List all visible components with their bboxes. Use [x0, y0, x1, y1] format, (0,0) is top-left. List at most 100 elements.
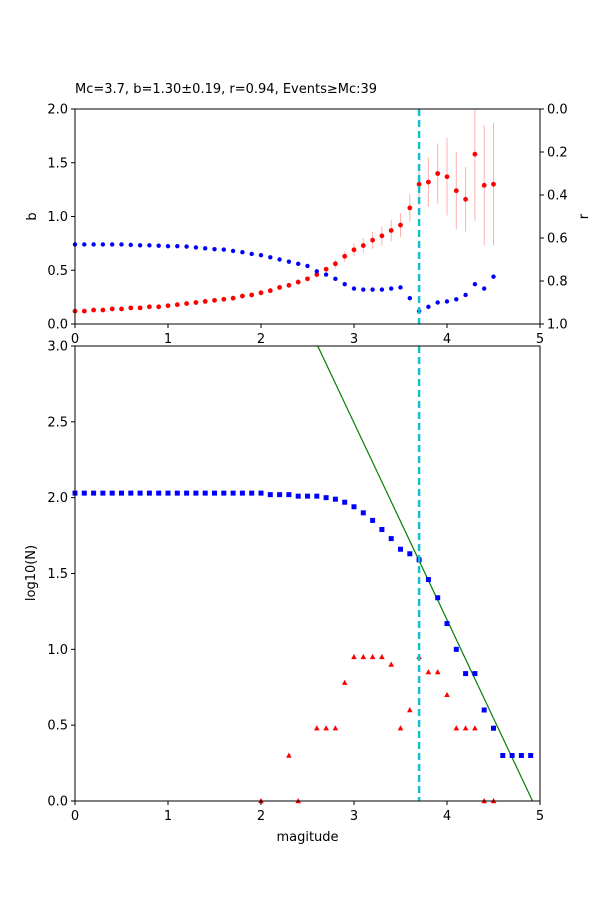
b-value-point	[305, 276, 310, 282]
top-plot-background	[75, 109, 540, 324]
top-x-tick-label: 3	[350, 332, 358, 347]
cumulative-count-point	[342, 499, 348, 505]
bottom-y-tick-label: 1.0	[47, 643, 68, 658]
bottom-x-axis-title: magitude	[276, 830, 338, 845]
r-value-point	[333, 276, 338, 282]
bottom-y-tick-label: 2.0	[47, 491, 68, 506]
b-value-point	[444, 174, 450, 180]
noncumulative-count-point	[434, 669, 441, 675]
r-value-point	[193, 245, 199, 250]
noncumulative-count-point	[286, 752, 292, 758]
cumulative-count-point	[398, 546, 403, 552]
r-value-point	[119, 242, 124, 247]
r-value-point	[435, 300, 440, 305]
b-value-point	[128, 305, 134, 311]
noncumulative-count-point	[360, 653, 367, 660]
b-value-point	[277, 285, 282, 290]
top-y2-tick-label: 1.0	[547, 318, 568, 333]
bottom-x-tick-label: 1	[164, 809, 172, 824]
top-x-tick-label: 2	[257, 332, 265, 347]
top-y-tick-label: 1.0	[47, 210, 68, 225]
top-x-tick-label: 1	[164, 332, 172, 347]
cumulative-count-point	[165, 490, 171, 496]
noncumulative-count-point	[462, 725, 469, 731]
b-value-point	[184, 301, 190, 306]
r-value-point	[351, 286, 357, 291]
cumulative-count-point	[230, 490, 236, 496]
cumulative-count-point	[360, 510, 366, 516]
cumulative-count-point	[491, 725, 496, 731]
top-y2-tick-label: 0.6	[547, 232, 568, 247]
top-y-tick-label: 2.0	[47, 103, 68, 118]
r-value-point	[137, 243, 143, 248]
r-value-point	[379, 287, 385, 292]
bottom-plot-background	[75, 346, 540, 801]
r-value-point	[482, 286, 487, 291]
r-value-point	[240, 249, 245, 255]
noncumulative-count-point	[351, 653, 357, 660]
r-value-point	[82, 242, 87, 247]
noncumulative-count-point	[388, 661, 394, 667]
b-value-point	[221, 296, 227, 302]
b-value-point	[342, 253, 348, 259]
cumulative-count-point	[500, 753, 506, 758]
b-value-point	[137, 305, 143, 311]
noncumulative-count-point	[472, 725, 478, 731]
cumulative-count-point	[91, 490, 97, 496]
cumulative-count-point	[81, 490, 87, 496]
bottom-x-tick-label: 2	[257, 809, 265, 824]
b-value-point	[360, 243, 366, 248]
b-value-point	[453, 188, 459, 194]
cumulative-count-point	[221, 490, 227, 496]
bottom-y-tick-label: 3.0	[47, 340, 68, 355]
cumulative-count-point	[472, 671, 478, 677]
bottom-y-axis-title: log10(N)	[24, 545, 39, 601]
r-value-point	[472, 282, 478, 287]
cumulative-count-point	[202, 490, 208, 496]
bottom-x-tick-label: 0	[71, 809, 79, 824]
b-value-point	[258, 290, 264, 296]
b-value-point	[388, 228, 394, 233]
cumulative-count-point	[193, 490, 199, 496]
b-value-point	[212, 297, 217, 303]
r-value-point	[156, 243, 161, 248]
cumulative-count-point	[379, 527, 385, 533]
r-value-point	[491, 274, 496, 279]
b-value-point	[435, 171, 441, 176]
b-value-point	[481, 182, 487, 188]
top-y2-tick-label: 0.0	[547, 103, 568, 118]
noncumulative-count-point	[314, 725, 320, 731]
b-value-point	[407, 205, 413, 211]
cumulative-count-point	[174, 490, 180, 496]
b-value-point	[333, 261, 338, 267]
cumulative-count-point	[267, 492, 273, 498]
r-value-point	[91, 242, 96, 247]
cumulative-count-point	[351, 504, 357, 510]
b-value-point	[91, 307, 96, 313]
cumulative-count-point	[435, 595, 441, 601]
r-value-point	[230, 248, 236, 254]
r-value-point	[165, 243, 171, 249]
r-value-point	[342, 282, 347, 287]
b-value-point	[314, 272, 320, 277]
top-x-tick-label: 5	[536, 332, 544, 347]
r-value-point	[444, 299, 450, 304]
top-y2-tick-label: 0.4	[547, 189, 568, 204]
cumulative-count-point	[463, 671, 469, 677]
b-value-point	[463, 196, 468, 202]
b-value-point	[240, 293, 245, 299]
noncumulative-count-point	[379, 653, 385, 660]
top-y2-tick-label: 0.2	[547, 146, 568, 161]
bottom-x-tick-label: 5	[536, 809, 544, 824]
cumulative-count-point	[146, 490, 152, 496]
cumulative-count-point	[295, 493, 301, 499]
cumulative-count-point	[277, 492, 283, 498]
b-value-point	[351, 247, 357, 253]
noncumulative-count-point	[453, 725, 460, 731]
noncumulative-count-point	[407, 707, 413, 713]
noncumulative-count-point	[425, 669, 432, 675]
b-value-point	[472, 151, 478, 157]
top-x-tick-label: 4	[443, 332, 451, 347]
noncumulative-count-point	[397, 725, 404, 731]
